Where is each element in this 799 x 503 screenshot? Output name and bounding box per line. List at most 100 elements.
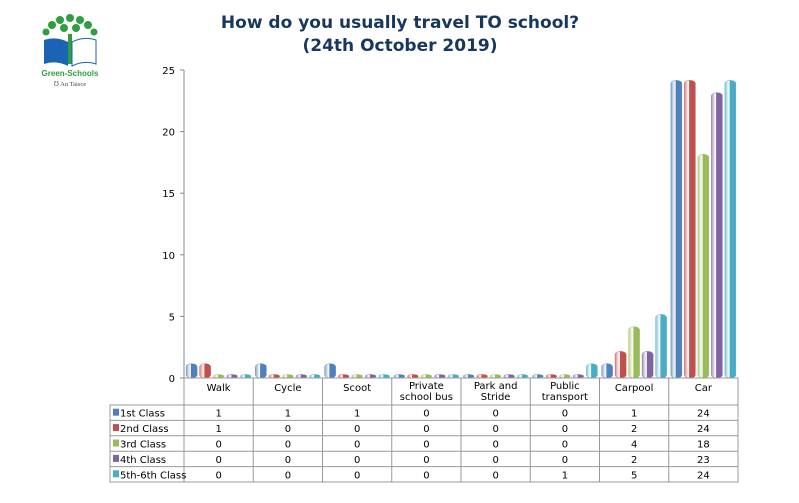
table-cell: 1 bbox=[215, 409, 221, 420]
category-label: Walk bbox=[207, 383, 231, 394]
bar-3rd-class-car bbox=[697, 154, 710, 379]
table-cell: 0 bbox=[215, 470, 221, 481]
legend-key bbox=[113, 470, 119, 478]
table-cell: 0 bbox=[215, 440, 221, 451]
legend-label: 4th Class bbox=[120, 455, 166, 466]
y-tick-label: 0 bbox=[169, 374, 175, 385]
category-label: Stride bbox=[481, 392, 511, 403]
legend-key bbox=[113, 439, 119, 447]
y-tick-label: 15 bbox=[162, 189, 175, 200]
table-cell: 24 bbox=[697, 470, 710, 481]
bar-4th-class-park-and-stride bbox=[503, 374, 515, 379]
table-cell: 2 bbox=[631, 455, 637, 466]
table-cell: 0 bbox=[285, 470, 291, 481]
bar-2nd-class-cycle bbox=[268, 374, 281, 379]
table-cell: 4 bbox=[631, 440, 637, 451]
bar-1st-class-private-school-bus bbox=[393, 374, 406, 379]
y-tick-label: 20 bbox=[162, 128, 175, 139]
bar-3rd-class-carpool bbox=[628, 326, 640, 379]
bar-2nd-class-scoot bbox=[337, 374, 350, 379]
bar-5th-6th-class-scoot bbox=[378, 374, 390, 379]
table-cell: 0 bbox=[285, 424, 291, 435]
table-cell: 0 bbox=[562, 409, 568, 420]
bar-1st-class-scoot bbox=[324, 363, 336, 379]
bar-2nd-class-car bbox=[684, 80, 696, 379]
bar-4th-class-carpool bbox=[641, 351, 654, 379]
legend-label: 3rd Class bbox=[120, 440, 166, 451]
table-cell: 2 bbox=[631, 424, 637, 435]
table-cell: 0 bbox=[492, 440, 498, 451]
legend-key bbox=[113, 408, 119, 416]
table-cell: 1 bbox=[354, 409, 360, 420]
table-cell: 0 bbox=[492, 455, 498, 466]
table-cell: 5 bbox=[631, 470, 637, 481]
table-cell: 0 bbox=[423, 424, 429, 435]
bar-3rd-class-scoot bbox=[351, 374, 363, 379]
bar-5th-6th-class-public-transport bbox=[586, 363, 598, 379]
bar-2nd-class-walk bbox=[199, 363, 211, 379]
category-label: Scoot bbox=[343, 383, 371, 394]
table-cell: 0 bbox=[354, 455, 360, 466]
svg-text:Green-Schools: Green-Schools bbox=[42, 69, 99, 78]
bar-2nd-class-private-school-bus bbox=[407, 374, 419, 379]
svg-text:℧ An Taisce: ℧ An Taisce bbox=[54, 81, 86, 88]
y-tick-label: 25 bbox=[162, 66, 175, 77]
table-cell: 0 bbox=[285, 455, 291, 466]
table-cell: 0 bbox=[492, 424, 498, 435]
category-label: Private bbox=[409, 381, 444, 392]
bar-4th-class-car bbox=[711, 92, 723, 379]
table-cell: 0 bbox=[423, 455, 429, 466]
bar-4th-class-public-transport bbox=[572, 374, 585, 379]
table-cell: 0 bbox=[562, 424, 568, 435]
bar-5th-6th-class-car bbox=[724, 80, 737, 379]
table-cell: 0 bbox=[562, 440, 568, 451]
table-cell: 0 bbox=[215, 455, 221, 466]
bar-4th-class-private-school-bus bbox=[434, 374, 446, 379]
bar-5th-6th-class-carpool bbox=[655, 314, 667, 379]
legend-label: 5th-6th Class bbox=[120, 470, 186, 481]
table-cell: 0 bbox=[423, 409, 429, 420]
bar-3rd-class-park-and-stride bbox=[489, 374, 502, 379]
table-cell: 1 bbox=[215, 424, 221, 435]
category-label: Car bbox=[695, 383, 713, 394]
bar-4th-class-scoot bbox=[364, 374, 377, 379]
table-cell: 0 bbox=[423, 440, 429, 451]
table-cell: 24 bbox=[697, 424, 710, 435]
table-cell: 0 bbox=[492, 409, 498, 420]
table-cell: 0 bbox=[562, 455, 568, 466]
y-tick-label: 5 bbox=[169, 312, 175, 323]
table-cell: 0 bbox=[354, 424, 360, 435]
category-label: school bus bbox=[400, 392, 453, 403]
table-cell: 0 bbox=[354, 440, 360, 451]
bar-3rd-class-walk bbox=[212, 374, 225, 379]
bar-2nd-class-park-and-stride bbox=[476, 374, 488, 379]
legend-key bbox=[113, 454, 119, 462]
category-label: transport bbox=[542, 392, 588, 403]
table-cell: 23 bbox=[697, 455, 710, 466]
bar-5th-6th-class-park-and-stride bbox=[516, 374, 529, 379]
bar-5th-6th-class-private-school-bus bbox=[447, 374, 460, 379]
bar-3rd-class-public-transport bbox=[559, 374, 571, 379]
table-cell: 0 bbox=[354, 470, 360, 481]
bar-1st-class-walk bbox=[185, 363, 198, 379]
table-cell: 0 bbox=[285, 440, 291, 451]
bar-1st-class-carpool bbox=[601, 363, 613, 379]
bar-5th-6th-class-walk bbox=[239, 374, 252, 379]
green-schools-logo: Green-Schools ℧ An Taisce bbox=[42, 14, 99, 88]
bar-1st-class-public-transport bbox=[532, 374, 544, 379]
table-cell: 24 bbox=[697, 409, 710, 420]
table-cell: 0 bbox=[492, 470, 498, 481]
chart-title: How do you usually travel TO school? (24… bbox=[150, 12, 650, 58]
bar-2nd-class-public-transport bbox=[545, 374, 558, 379]
bar-3rd-class-cycle bbox=[282, 374, 294, 379]
bar-2nd-class-carpool bbox=[614, 351, 627, 379]
table-cell: 0 bbox=[423, 470, 429, 481]
legend-label: 2nd Class bbox=[120, 424, 169, 435]
bar-4th-class-cycle bbox=[295, 374, 308, 379]
y-tick-label: 10 bbox=[162, 251, 175, 262]
table-cell: 1 bbox=[631, 409, 637, 420]
table-cell: 18 bbox=[697, 440, 710, 451]
legend-label: 1st Class bbox=[120, 409, 165, 420]
bar-4th-class-walk bbox=[226, 374, 238, 379]
